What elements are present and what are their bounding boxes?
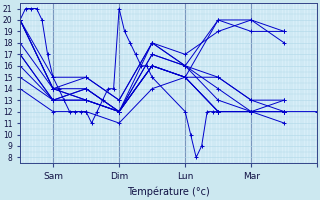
X-axis label: Température (°c): Température (°c): [127, 187, 210, 197]
